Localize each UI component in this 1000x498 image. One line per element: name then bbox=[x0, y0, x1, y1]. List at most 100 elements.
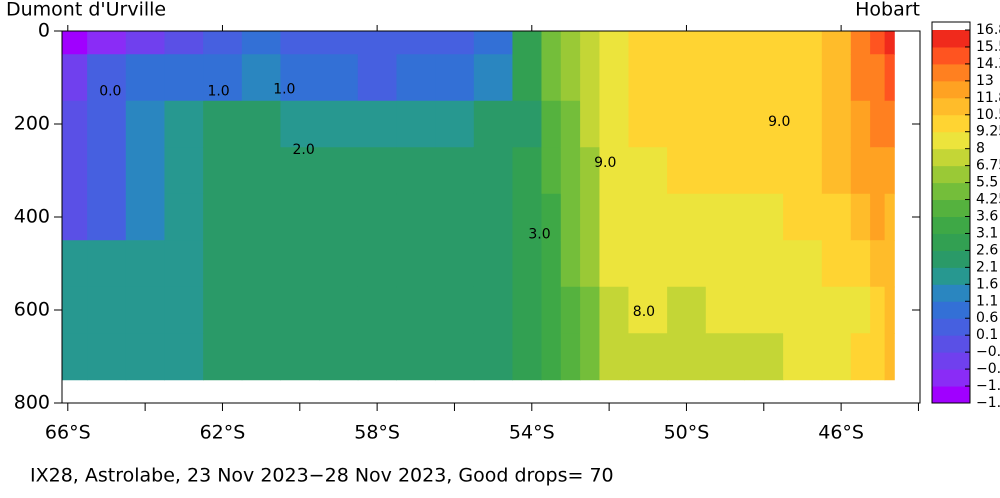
colorbar-label: −1.4 bbox=[976, 378, 1000, 394]
cell bbox=[319, 54, 359, 102]
cell bbox=[512, 333, 542, 381]
colorbar-segment bbox=[932, 335, 970, 353]
cell bbox=[870, 286, 886, 334]
cell bbox=[541, 54, 562, 102]
cell bbox=[870, 100, 886, 148]
cell bbox=[783, 147, 823, 195]
cell bbox=[628, 147, 668, 195]
cell bbox=[744, 240, 784, 288]
cell bbox=[705, 31, 745, 55]
cell bbox=[396, 147, 436, 195]
cell bbox=[203, 54, 243, 102]
cell bbox=[512, 193, 542, 241]
colorbar-frame bbox=[931, 21, 971, 404]
cell bbox=[512, 147, 542, 195]
cell bbox=[241, 54, 281, 102]
x-tick-label: 66°S bbox=[45, 422, 91, 444]
cell bbox=[164, 54, 204, 102]
colorbar-segment bbox=[932, 267, 970, 285]
cell bbox=[512, 100, 542, 148]
colorbar-label: 6.75 bbox=[976, 158, 1000, 174]
cell bbox=[164, 193, 204, 241]
colorbar-segment bbox=[932, 30, 970, 48]
cell bbox=[87, 333, 127, 381]
colorbar-label: 9.25 bbox=[976, 124, 1000, 140]
cell bbox=[62, 100, 88, 148]
cell bbox=[62, 240, 88, 288]
cell bbox=[357, 31, 397, 55]
cell bbox=[870, 240, 886, 288]
cell bbox=[319, 286, 359, 334]
cell bbox=[599, 147, 629, 195]
cell bbox=[599, 54, 629, 102]
cell bbox=[705, 240, 745, 288]
cell bbox=[241, 193, 281, 241]
cell bbox=[435, 240, 475, 288]
cell bbox=[705, 100, 745, 148]
cell bbox=[580, 240, 600, 288]
colorbar-label: −0.9 bbox=[976, 361, 1000, 377]
colorbar-label: 1.1 bbox=[976, 293, 998, 309]
cell bbox=[164, 333, 204, 381]
cell bbox=[280, 54, 320, 102]
cell bbox=[203, 100, 243, 148]
colorbar-label: 0.6 bbox=[976, 310, 998, 326]
cell bbox=[599, 193, 629, 241]
cell bbox=[705, 286, 745, 334]
cell bbox=[241, 31, 281, 55]
cell bbox=[599, 333, 629, 381]
cell bbox=[744, 31, 784, 55]
colorbar-label: 4.25 bbox=[976, 192, 1000, 208]
cell bbox=[783, 193, 823, 241]
cell bbox=[203, 147, 243, 195]
contour-label: 9.0 bbox=[594, 155, 616, 171]
cell bbox=[125, 333, 165, 381]
cell bbox=[396, 240, 436, 288]
x-tick-label: 58°S bbox=[354, 422, 400, 444]
cell bbox=[473, 286, 513, 334]
colorbar-segment bbox=[932, 301, 970, 319]
cell bbox=[164, 100, 204, 148]
cell bbox=[203, 286, 243, 334]
cell bbox=[821, 240, 852, 288]
colorbar-label: 2.6 bbox=[976, 242, 998, 258]
x-tick-label: 54°S bbox=[509, 422, 555, 444]
cell bbox=[628, 240, 668, 288]
cell bbox=[541, 31, 562, 55]
cell bbox=[87, 193, 127, 241]
cell bbox=[396, 286, 436, 334]
cell bbox=[705, 193, 745, 241]
colorbar-label: 0.1 bbox=[976, 327, 998, 343]
cell bbox=[241, 333, 281, 381]
cell bbox=[473, 333, 513, 381]
cell bbox=[164, 286, 204, 334]
cell bbox=[580, 54, 600, 102]
cell bbox=[435, 333, 475, 381]
colorbar-segment bbox=[932, 352, 970, 370]
cell bbox=[599, 31, 629, 55]
cell bbox=[280, 31, 320, 55]
cell bbox=[87, 240, 127, 288]
colorbar-label: 3.1 bbox=[976, 225, 998, 241]
cell bbox=[357, 286, 397, 334]
cell bbox=[884, 54, 895, 102]
cell bbox=[280, 147, 320, 195]
cell bbox=[473, 147, 513, 195]
cell bbox=[62, 31, 88, 55]
cell bbox=[87, 100, 127, 148]
cell bbox=[473, 54, 513, 102]
cell bbox=[87, 31, 127, 55]
cell bbox=[821, 286, 852, 334]
cell bbox=[667, 54, 707, 102]
colorbar-segment bbox=[932, 233, 970, 251]
cell bbox=[628, 100, 668, 148]
cell bbox=[580, 147, 600, 195]
cell bbox=[125, 31, 165, 55]
cell bbox=[473, 193, 513, 241]
colorbar-label: −0.4 bbox=[976, 344, 1000, 360]
colorbar-segment bbox=[932, 114, 970, 133]
cell bbox=[705, 333, 745, 381]
cell bbox=[357, 54, 397, 102]
cell bbox=[241, 240, 281, 288]
